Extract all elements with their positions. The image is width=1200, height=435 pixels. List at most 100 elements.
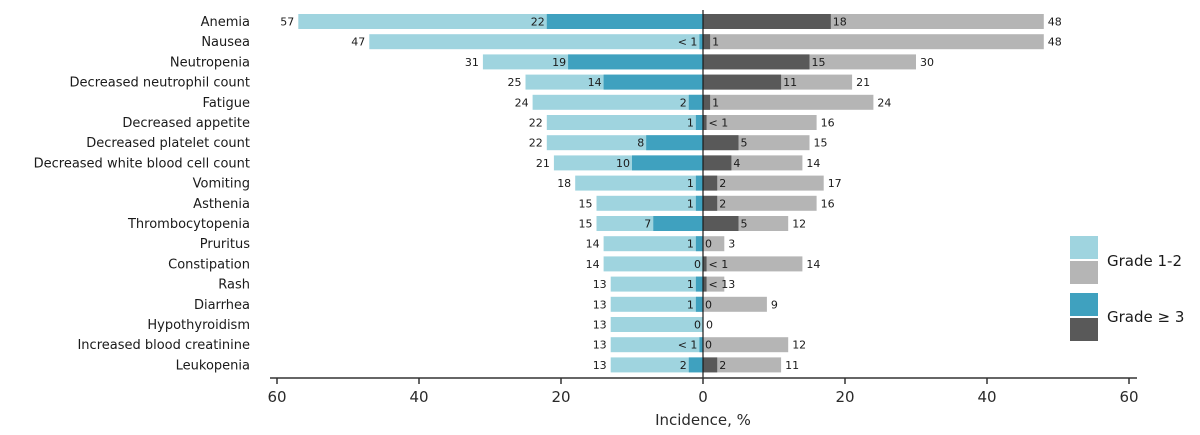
right-any-grade-value: 15 — [814, 137, 828, 150]
left-grade3-value: 7 — [644, 218, 651, 231]
x-axis: 60 40 20 0 20 40 60 — [267, 377, 1139, 406]
right-bar-grade3 — [703, 155, 732, 171]
right-bar-grade3 — [703, 74, 782, 90]
left-grade3-value: 2 — [680, 359, 687, 372]
left-grade3-value: 8 — [637, 137, 644, 150]
left-bar-grade12 — [610, 296, 703, 312]
category-label: Pruritus — [200, 237, 250, 252]
left-any-grade-value: 57 — [280, 16, 294, 29]
right-any-grade-value: 11 — [785, 359, 799, 372]
right-bar-grade3 — [703, 195, 718, 211]
left-bar-grade3 — [603, 74, 703, 90]
right-grade3-value: 2 — [719, 177, 726, 190]
right-any-grade-value: 24 — [877, 96, 891, 109]
category-label: Decreased white blood cell count — [34, 156, 250, 171]
right-any-grade-value: 30 — [920, 56, 934, 69]
left-any-grade-value: 15 — [579, 197, 593, 210]
category-label: Hypothyroidism — [147, 318, 250, 333]
category-label: Fatigue — [203, 96, 250, 111]
left-grade3-value: 1 — [687, 177, 694, 190]
left-any-grade-value: 13 — [593, 278, 607, 291]
left-bar-grade12 — [610, 357, 703, 373]
right-bars-group — [703, 14, 1044, 373]
right-any-grade-value: 48 — [1048, 36, 1062, 49]
left-any-grade-value: 13 — [593, 359, 607, 372]
right-grade3-value: < 1 — [709, 258, 729, 271]
right-any-grade-value: 9 — [771, 298, 778, 311]
category-label: Rash — [218, 278, 250, 293]
left-bar-grade3 — [695, 175, 703, 191]
right-bar-grade3 — [703, 54, 810, 70]
right-bar-grade12 — [703, 276, 725, 292]
x-tick-label: 40 — [409, 388, 428, 406]
legend: Grade 1-2 Grade ≥ 3 — [1070, 236, 1184, 341]
left-grade3-value: 1 — [687, 238, 694, 251]
left-bar-grade3 — [568, 54, 703, 70]
left-any-grade-value: 22 — [529, 137, 543, 150]
legend-label-grade12: Grade 1-2 — [1107, 252, 1182, 270]
legend-swatch-grade3-left — [1070, 293, 1098, 316]
right-grade3-value: 18 — [833, 16, 847, 29]
right-grade3-value: 0 — [705, 339, 712, 352]
right-bar-grade3 — [703, 256, 707, 272]
right-bar-grade3 — [703, 135, 739, 151]
category-label: Thrombocytopenia — [127, 217, 250, 232]
right-bar-grade12 — [703, 195, 817, 211]
left-bar-grade3 — [688, 357, 703, 373]
right-bar-grade3 — [703, 115, 707, 130]
right-bar-grade12 — [703, 175, 824, 191]
category-label: Decreased neutrophil count — [70, 76, 250, 91]
right-grade3-value: 4 — [733, 157, 740, 170]
left-grade3-value: 10 — [616, 157, 630, 170]
right-bar-grade12 — [703, 256, 803, 272]
x-axis-ticks: 60 40 20 0 20 40 60 — [267, 378, 1139, 406]
right-bar-grade12 — [703, 34, 1044, 50]
left-any-grade-value: 13 — [593, 319, 607, 332]
right-bar-grade3 — [703, 216, 739, 231]
left-grade3-value: 2 — [680, 96, 687, 109]
left-bar-grade12 — [610, 337, 703, 353]
left-bar-grade3 — [699, 337, 703, 353]
right-bar-grade12 — [703, 357, 782, 373]
right-any-grade-value: 14 — [806, 258, 820, 271]
left-bar-grade12 — [603, 236, 703, 252]
left-bar-grade12 — [603, 256, 703, 272]
left-bars-group — [298, 14, 703, 373]
right-bar-grade3 — [703, 276, 707, 292]
left-bar-grade3 — [695, 115, 703, 130]
right-grade3-value: 2 — [719, 197, 726, 210]
legend-swatch-grade12-right — [1070, 261, 1098, 284]
right-any-grade-value: 16 — [821, 197, 835, 210]
right-any-grade-value: 3 — [728, 238, 735, 251]
right-grade3-value: 0 — [705, 298, 712, 311]
right-bar-grade3 — [703, 94, 711, 110]
left-bar-grade3 — [695, 276, 703, 292]
right-bar-grade12 — [703, 296, 767, 312]
left-grade3-value: 1 — [687, 298, 694, 311]
left-bar-grade3 — [653, 216, 703, 231]
left-bar-grade12 — [610, 276, 703, 292]
left-bar-grade3 — [699, 34, 703, 50]
category-label: Neutropenia — [170, 55, 250, 70]
x-tick-label: 20 — [835, 388, 854, 406]
right-bar-grade12 — [703, 236, 725, 252]
right-any-grade-value: 17 — [828, 177, 842, 190]
left-any-grade-value: 13 — [593, 339, 607, 352]
legend-swatch-grade3-right — [1070, 318, 1098, 341]
legend-swatch-grade12-left — [1070, 236, 1098, 259]
left-bar-grade3 — [695, 236, 703, 252]
right-bar-grade12 — [703, 337, 789, 353]
category-label: Leukopenia — [176, 358, 250, 373]
right-any-grade-value: 14 — [806, 157, 820, 170]
right-grade3-value: 15 — [812, 56, 826, 69]
left-any-grade-value: 14 — [586, 238, 600, 251]
left-grade3-value: < 1 — [678, 339, 698, 352]
right-bar-grade12 — [703, 94, 874, 110]
left-grade3-value: 14 — [588, 76, 602, 89]
right-grade3-value: < 1 — [709, 278, 729, 291]
right-bar-grade3 — [703, 357, 718, 373]
x-tick-label: 20 — [551, 388, 570, 406]
x-tick-label: 60 — [267, 388, 286, 406]
left-any-grade-value: 31 — [465, 56, 479, 69]
